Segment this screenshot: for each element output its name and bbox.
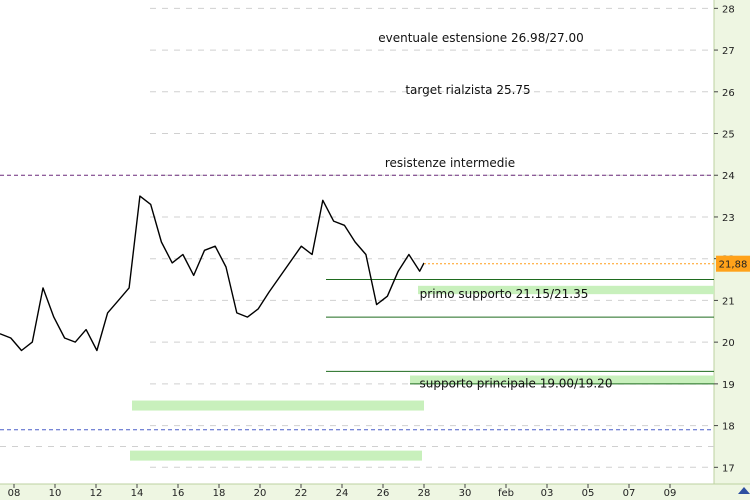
level-label: target rialzista 25.75 xyxy=(405,83,530,97)
last-price-label: 21,88 xyxy=(719,260,748,271)
x-tick-label: 16 xyxy=(172,488,185,499)
level-labels: eventuale estensione 26.98/27.00 target r… xyxy=(378,31,612,390)
last-price-marker: 21,88 xyxy=(424,255,750,494)
x-tick-label: 26 xyxy=(377,488,390,499)
plot-area-background xyxy=(0,0,714,484)
support-zone-band xyxy=(130,450,422,461)
x-tick-label: 08 xyxy=(8,488,21,499)
x-tick-label: feb xyxy=(498,488,514,499)
price-line-path xyxy=(0,195,425,352)
level-lines xyxy=(0,174,714,461)
x-tick-label: 22 xyxy=(295,488,308,499)
x-tick-label: 10 xyxy=(49,488,62,499)
y-tick-label: 24 xyxy=(722,171,735,182)
y-tick-label: 17 xyxy=(722,463,735,474)
x-axis-ticks: 08 10 12 14 16 18 20 22 24 26 28 30 feb 03 05 07 09 xyxy=(8,484,677,499)
level-label: primo supporto 21.15/21.35 xyxy=(420,287,589,301)
y-tick-label: 20 xyxy=(722,338,735,349)
y-tick-label: 23 xyxy=(722,213,735,224)
y-tick-label: 28 xyxy=(722,4,735,15)
x-tick-label: 14 xyxy=(131,488,144,499)
x-tick-label: 24 xyxy=(336,488,349,499)
y-tick-label: 27 xyxy=(722,46,735,57)
x-tick-label: 28 xyxy=(418,488,431,499)
x-tick-label: 30 xyxy=(459,488,472,499)
y-tick-label: 25 xyxy=(722,130,735,141)
level-label: resistenze intermedie xyxy=(385,156,515,170)
price-line xyxy=(0,195,425,352)
y-tick-label: 19 xyxy=(722,380,735,391)
x-tick-label: 20 xyxy=(254,488,267,499)
x-tick-label: 03 xyxy=(541,488,554,499)
y-tick-label: 26 xyxy=(722,88,735,99)
x-tick-label: 07 xyxy=(623,488,636,499)
level-label: eventuale estensione 26.98/27.00 xyxy=(378,31,583,45)
first-support-band xyxy=(418,285,714,295)
support-zone-band xyxy=(132,400,424,411)
last-price-badge xyxy=(716,255,750,272)
x-tick-label: 05 xyxy=(582,488,595,499)
y-tick-label: 18 xyxy=(722,422,735,433)
y-tick-label: 21 xyxy=(722,296,735,307)
level-label: supporto principale 19.00/19.20 xyxy=(420,377,613,391)
bottom-axis-strip xyxy=(0,484,750,500)
main-support-band xyxy=(410,375,714,384)
x-tick-label: 12 xyxy=(90,488,103,499)
right-axis-strip xyxy=(714,0,750,500)
x-tick-label: 18 xyxy=(213,488,226,499)
corner-arrow-icon xyxy=(738,487,750,494)
x-tick-label: 09 xyxy=(664,488,677,499)
corner-arrow-icon-shape xyxy=(738,487,750,494)
